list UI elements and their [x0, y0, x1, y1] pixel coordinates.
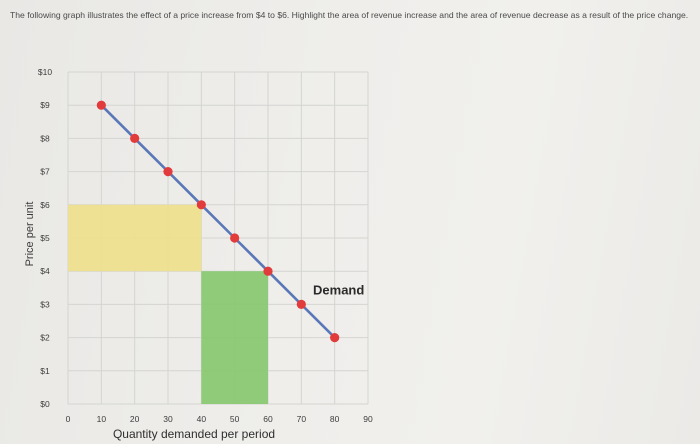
- y-axis-label: Price per unit: [24, 202, 36, 267]
- question-text: The following graph illustrates the effe…: [10, 10, 689, 20]
- demand-point[interactable]: [196, 200, 206, 210]
- x-tick-label: 20: [130, 414, 140, 424]
- demand-point[interactable]: [130, 133, 140, 143]
- y-tick-label: $5: [40, 233, 50, 243]
- y-tick-labels: $0 $1 $2 $3 $4 $5 $6 $7 $8 $9 $10: [38, 67, 52, 409]
- demand-point[interactable]: [96, 100, 106, 110]
- demand-point[interactable]: [330, 333, 340, 343]
- y-tick-label: $4: [40, 266, 50, 276]
- y-tick-label: $3: [40, 299, 50, 309]
- y-tick-label: $10: [38, 67, 52, 77]
- x-tick-label: 40: [197, 414, 207, 424]
- y-tick-label: $7: [40, 167, 50, 177]
- revenue-increase-area[interactable]: [68, 204, 202, 272]
- x-axis-label: Quantity demanded per period: [113, 427, 275, 441]
- x-tick-label: 0: [66, 414, 71, 424]
- x-tick-labels: 0 10 20 30 40 50 60 70 80 90: [66, 414, 373, 424]
- demand-point[interactable]: [230, 233, 240, 243]
- x-tick-label: 80: [330, 414, 340, 424]
- x-tick-label: 50: [230, 414, 240, 424]
- demand-point[interactable]: [163, 167, 173, 177]
- x-tick-label: 10: [97, 414, 107, 424]
- demand-line: [100, 104, 336, 339]
- x-tick-label: 60: [263, 414, 273, 424]
- y-tick-label: $1: [40, 366, 50, 376]
- x-tick-label: 70: [297, 414, 307, 424]
- y-tick-label: $0: [40, 399, 50, 409]
- y-tick-label: $8: [40, 133, 50, 143]
- y-tick-label: $2: [40, 333, 50, 343]
- x-tick-label: 30: [163, 414, 173, 424]
- x-tick-label: 90: [363, 414, 373, 424]
- demand-point[interactable]: [296, 299, 306, 309]
- revenue-decrease-area[interactable]: [201, 271, 268, 404]
- y-tick-label: $6: [40, 200, 50, 210]
- demand-point[interactable]: [263, 266, 273, 276]
- demand-series[interactable]: [96, 100, 340, 343]
- y-tick-label: $9: [40, 100, 50, 110]
- demand-curve-label: Demand: [313, 282, 364, 297]
- highlight-areas[interactable]: [68, 204, 268, 404]
